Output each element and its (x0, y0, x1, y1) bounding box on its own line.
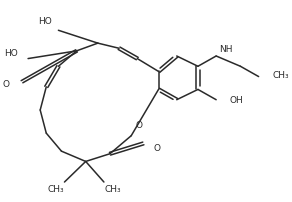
Text: HO: HO (4, 49, 18, 58)
Text: CH₃: CH₃ (47, 185, 64, 194)
Text: NH: NH (219, 45, 233, 54)
Text: O: O (136, 121, 143, 130)
Text: CH₃: CH₃ (272, 71, 289, 80)
Text: O: O (154, 144, 161, 153)
Text: HO: HO (38, 17, 52, 26)
Text: OH: OH (230, 97, 244, 105)
Text: O: O (3, 80, 10, 89)
Text: CH₃: CH₃ (105, 185, 121, 194)
